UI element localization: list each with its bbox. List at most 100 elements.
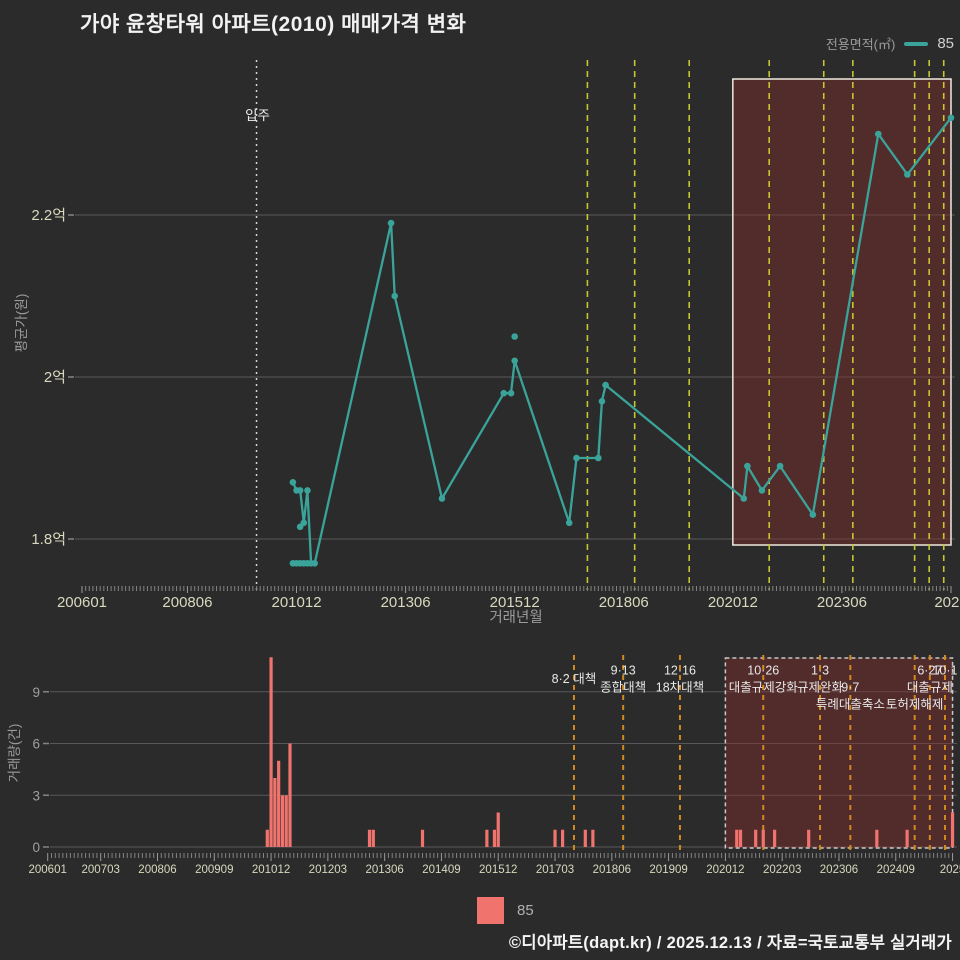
price-data-point[interactable]: [304, 487, 311, 494]
legend-bottom[interactable]: 85: [477, 897, 534, 924]
price-data-point[interactable]: [507, 389, 515, 397]
volume-bar[interactable]: [761, 829, 765, 847]
policy-annotation: 대출규제강화: [729, 681, 799, 695]
volume-bar[interactable]: [875, 829, 879, 847]
price-data-point[interactable]: [744, 462, 751, 470]
page-title: 가야 윤창타워 아파트(2010) 매매가격 변화: [80, 13, 467, 36]
price-scatter-point[interactable]: [511, 333, 518, 340]
x-tick-label: 201806: [599, 594, 649, 611]
x-tick-label: 200909: [195, 864, 233, 876]
volume-bar[interactable]: [265, 829, 269, 847]
policy-annotation: 10·1: [932, 664, 957, 678]
price-data-point[interactable]: [296, 487, 304, 494]
price-y-axis-title: 평균가(원): [14, 293, 29, 353]
x-tick-label: 202012: [708, 594, 758, 611]
volume-bar[interactable]: [738, 829, 743, 847]
x-tick-label: 201703: [536, 864, 574, 876]
price-data-point[interactable]: [809, 511, 817, 518]
x-tick-label: 2025: [940, 864, 960, 876]
legend-area-label: 전용면적(㎡): [825, 37, 896, 52]
volume-xaxis: 200601 200703 200806 200909 201012 201203 2013…: [29, 853, 960, 876]
volume-bar[interactable]: [773, 829, 777, 847]
price-data-point[interactable]: [874, 130, 882, 138]
price-data-point[interactable]: [573, 454, 580, 462]
price-data-point[interactable]: [598, 398, 606, 405]
policy-annotation: 특례대출축소: [816, 698, 885, 712]
legend-bar-swatch-icon: [477, 897, 504, 924]
volume-bar[interactable]: [420, 829, 425, 847]
volume-bar[interactable]: [905, 829, 909, 847]
volume-bar[interactable]: [367, 829, 372, 847]
volume-bar[interactable]: [553, 829, 557, 847]
volume-bar[interactable]: [496, 812, 500, 848]
volume-bar[interactable]: [273, 778, 277, 847]
price-data-point[interactable]: [500, 389, 508, 397]
y-tick-label: 0: [32, 840, 40, 855]
x-tick-label: 201306: [381, 594, 431, 611]
y-tick-label: 1.8억: [31, 531, 66, 548]
volume-bar[interactable]: [560, 829, 565, 847]
price-data-point[interactable]: [391, 292, 398, 300]
volume-bar[interactable]: [583, 829, 587, 847]
x-tick-label: 200806: [138, 864, 176, 876]
volume-chart: 0 3 6 9 200601 200703 200806 200909 201012 20120…: [29, 655, 960, 876]
x-tick-label: 202012: [706, 864, 744, 876]
y-tick-label: 2억: [44, 369, 66, 386]
price-data-point[interactable]: [595, 454, 602, 462]
price-policy: [586, 60, 945, 590]
x-tick-label: 201203: [309, 864, 347, 876]
volume-bar[interactable]: [807, 829, 811, 847]
volume-bar[interactable]: [492, 829, 497, 847]
price-data-point[interactable]: [904, 171, 911, 178]
legend-line-swatch-icon: [904, 41, 929, 46]
volume-bar[interactable]: [591, 829, 595, 847]
price-data-point[interactable]: [758, 487, 766, 494]
price-data-point[interactable]: [947, 114, 955, 122]
x-tick-label: 2025: [934, 594, 960, 611]
x-tick-label: 201012: [252, 864, 290, 876]
volume-bar[interactable]: [284, 795, 288, 847]
volume-bar[interactable]: [950, 812, 955, 848]
price-data-point[interactable]: [511, 357, 518, 365]
x-tick-label: 200806: [162, 594, 212, 611]
policy-annotation: 9·7: [841, 681, 859, 695]
policy-annotation: 10·26: [747, 664, 779, 678]
x-tick-label: 202306: [820, 864, 858, 876]
move-in-label: 입주: [245, 108, 270, 123]
x-tick-label: 202306: [817, 594, 867, 611]
price-data-point[interactable]: [387, 219, 395, 227]
price-data-point[interactable]: [565, 519, 573, 527]
source-credit: ©디아파트(dapt.kr) / 2025.12.13 / 자료=국토교통부 실…: [508, 934, 952, 952]
volume-bar[interactable]: [269, 657, 273, 847]
x-tick-label: 201512: [479, 864, 517, 876]
volume-bar[interactable]: [371, 829, 375, 847]
price-movein: 입주: [245, 60, 270, 590]
price-data-point[interactable]: [311, 560, 319, 567]
volume-bar[interactable]: [754, 829, 758, 847]
volume-bar[interactable]: [277, 760, 281, 847]
policy-annotation: 토허제해제: [886, 698, 944, 712]
price-xaxis: 200601 200806 201012 201306 201512 201806 2020…: [57, 586, 960, 611]
price-data-point[interactable]: [776, 462, 784, 470]
x-tick-label: 202203: [763, 864, 801, 876]
price-data-point[interactable]: [602, 381, 609, 389]
price-data-point[interactable]: [289, 479, 297, 486]
price-data-point[interactable]: [438, 495, 446, 502]
price-grid: 1.8억 2억 2.2억: [31, 207, 955, 548]
price-data-point[interactable]: [740, 495, 748, 502]
legend-top[interactable]: 전용면적(㎡) 85: [826, 34, 954, 53]
volume-bar[interactable]: [735, 829, 739, 847]
policy-annotation: 18차대책: [656, 680, 704, 695]
policy-annotation: 규제완화: [797, 681, 844, 695]
x-tick-label: 201909: [649, 864, 687, 876]
x-tick-label: 201012: [271, 594, 321, 611]
policy-annotation: 9·13: [611, 664, 636, 678]
volume-bar[interactable]: [280, 795, 285, 847]
volume-policy: [572, 655, 946, 852]
policy-annotation: 1·3: [811, 664, 829, 678]
volume-bar[interactable]: [288, 743, 292, 848]
x-tick-label: 201512: [490, 594, 540, 611]
volume-bar[interactable]: [485, 829, 489, 847]
price-data-point[interactable]: [300, 519, 308, 527]
